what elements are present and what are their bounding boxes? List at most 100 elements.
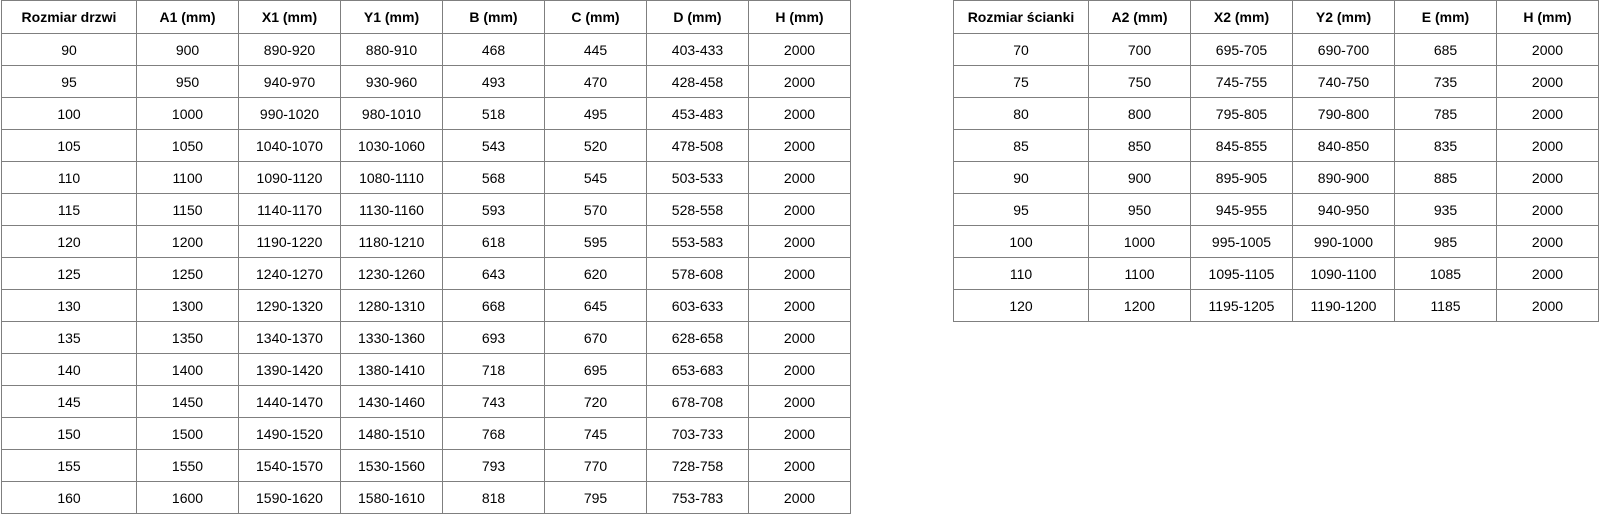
table-row: 90 900 890-920 880-910 468 445 403-433 2000 <box>1 33 851 66</box>
table-cell: 1530-1560 <box>340 449 443 482</box>
table-cell: 543 <box>442 129 545 162</box>
table-cell: 840-850 <box>1292 129 1395 162</box>
table-cell: 935 <box>1394 193 1497 226</box>
table-cell: 2000 <box>1496 257 1599 290</box>
wall-size-table: Rozmiar ścianki A2 (mm) X2 (mm) Y2 (mm) E (m… <box>953 0 1599 322</box>
table-cell: 1480-1510 <box>340 417 443 450</box>
table-cell: 428-458 <box>646 65 749 98</box>
table-cell: 1330-1360 <box>340 321 443 354</box>
table-cell: 2000 <box>748 289 851 322</box>
column-header: E (mm) <box>1394 0 1497 34</box>
table-cell: 1195-1205 <box>1190 289 1293 322</box>
table-cell: 1450 <box>136 385 239 418</box>
table-cell: 845-855 <box>1190 129 1293 162</box>
table-cell: 1600 <box>136 481 239 514</box>
table-cell: 720 <box>544 385 647 418</box>
table-cell: 85 <box>953 129 1089 162</box>
table-row: 155 1550 1540-1570 1530-1560 793 770 728-758 20… <box>1 449 851 482</box>
column-header: D (mm) <box>646 0 749 34</box>
table-cell: 520 <box>544 129 647 162</box>
table-cell: 1180-1210 <box>340 225 443 258</box>
table-cell: 470 <box>544 65 647 98</box>
table-cell: 130 <box>1 289 137 322</box>
table-row: 70 700 695-705 690-700 685 2000 <box>953 33 1599 66</box>
table-cell: 2000 <box>1496 193 1599 226</box>
table-cell: 1095-1105 <box>1190 257 1293 290</box>
column-header: X2 (mm) <box>1190 0 1293 34</box>
table-cell: 2000 <box>1496 33 1599 66</box>
table-cell: 668 <box>442 289 545 322</box>
table-cell: 1290-1320 <box>238 289 341 322</box>
table-row: 95 950 940-970 930-960 493 470 428-458 2000 <box>1 65 851 98</box>
table-cell: 950 <box>1088 193 1191 226</box>
table-cell: 643 <box>442 257 545 290</box>
table-row: 145 1450 1440-1470 1430-1460 743 720 678-708 20… <box>1 385 851 418</box>
table-cell: 1000 <box>136 97 239 130</box>
table-cell: 445 <box>544 33 647 66</box>
table-row: 90 900 895-905 890-900 885 2000 <box>953 161 1599 194</box>
table-cell: 135 <box>1 321 137 354</box>
table-cell: 453-483 <box>646 97 749 130</box>
table-cell: 2000 <box>748 385 851 418</box>
table-row: 135 1350 1340-1370 1330-1360 693 670 628-658 20… <box>1 321 851 354</box>
table-cell: 95 <box>953 193 1089 226</box>
table-cell: 890-900 <box>1292 161 1395 194</box>
table-cell: 2000 <box>748 129 851 162</box>
table-cell: 1340-1370 <box>238 321 341 354</box>
table-cell: 1230-1260 <box>340 257 443 290</box>
table-cell: 595 <box>544 225 647 258</box>
table-cell: 95 <box>1 65 137 98</box>
table-cell: 493 <box>442 65 545 98</box>
door-size-table: Rozmiar drzwi A1 (mm) X1 (mm) Y1 (mm) B (mm)… <box>1 0 851 514</box>
table-cell: 1590-1620 <box>238 481 341 514</box>
table-cell: 940-970 <box>238 65 341 98</box>
table-cell: 1140-1170 <box>238 193 341 226</box>
table-cell: 90 <box>953 161 1089 194</box>
table-cell: 1080-1110 <box>340 161 443 194</box>
table-cell: 618 <box>442 225 545 258</box>
table-cell: 620 <box>544 257 647 290</box>
table-cell: 695 <box>544 353 647 386</box>
table-cell: 2000 <box>1496 225 1599 258</box>
table-cell: 690-700 <box>1292 33 1395 66</box>
table-row: 110 1100 1090-1120 1080-1110 568 545 503-533 20… <box>1 161 851 194</box>
table-cell: 495 <box>544 97 647 130</box>
table-cell: 1250 <box>136 257 239 290</box>
table-row: 115 1150 1140-1170 1130-1160 593 570 528-558 20… <box>1 193 851 226</box>
table-cell: 728-758 <box>646 449 749 482</box>
header-row: Rozmiar drzwi A1 (mm) X1 (mm) Y1 (mm) B (mm)… <box>1 0 851 34</box>
table-cell: 1185 <box>1394 289 1497 322</box>
column-header: Rozmiar drzwi <box>1 0 137 34</box>
table-cell: 403-433 <box>646 33 749 66</box>
table-cell: 2000 <box>748 417 851 450</box>
table-cell: 2000 <box>748 321 851 354</box>
table-cell: 645 <box>544 289 647 322</box>
table-cell: 110 <box>953 257 1089 290</box>
table-cell: 603-633 <box>646 289 749 322</box>
table-cell: 1085 <box>1394 257 1497 290</box>
table-cell: 2000 <box>1496 289 1599 322</box>
table-cell: 678-708 <box>646 385 749 418</box>
column-header: H (mm) <box>1496 0 1599 34</box>
table-row: 140 1400 1390-1420 1380-1410 718 695 653-683 20… <box>1 353 851 386</box>
table-cell: 1000 <box>1088 225 1191 258</box>
table-row: 75 750 745-755 740-750 735 2000 <box>953 65 1599 98</box>
table-cell: 1100 <box>1088 257 1191 290</box>
table-row: 85 850 845-855 840-850 835 2000 <box>953 129 1599 162</box>
table-cell: 2000 <box>748 449 851 482</box>
table-cell: 940-950 <box>1292 193 1395 226</box>
table-cell: 2000 <box>748 97 851 130</box>
table-cell: 745-755 <box>1190 65 1293 98</box>
table-cell: 503-533 <box>646 161 749 194</box>
table-cell: 1380-1410 <box>340 353 443 386</box>
table-cell: 735 <box>1394 65 1497 98</box>
table-row: 110 1100 1095-1105 1090-1100 1085 2000 <box>953 257 1599 290</box>
table-cell: 740-750 <box>1292 65 1395 98</box>
table-cell: 890-920 <box>238 33 341 66</box>
table-cell: 743 <box>442 385 545 418</box>
table-cell: 570 <box>544 193 647 226</box>
table-cell: 945-955 <box>1190 193 1293 226</box>
table-row: 120 1200 1195-1205 1190-1200 1185 2000 <box>953 289 1599 322</box>
table-cell: 2000 <box>748 33 851 66</box>
table-cell: 100 <box>1 97 137 130</box>
